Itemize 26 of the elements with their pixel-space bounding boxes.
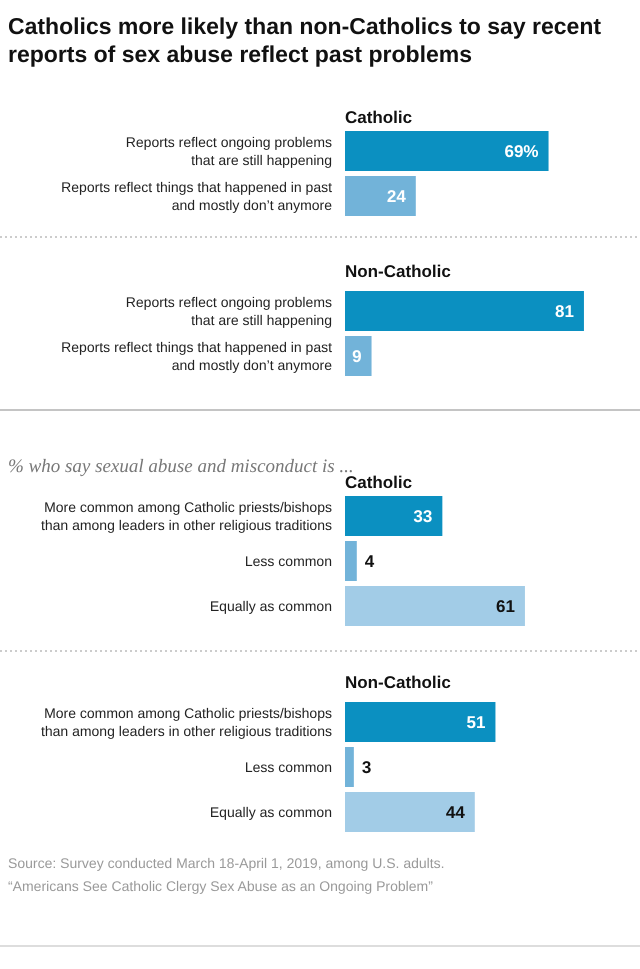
data-label: 33 bbox=[413, 507, 432, 526]
y-tick-label: Equally as common bbox=[210, 598, 332, 614]
data-label: 69% bbox=[504, 142, 539, 161]
data-label: 81 bbox=[555, 302, 574, 321]
source-note: Source: Survey conducted March 18-April 1, 2019, among U.S. adults. bbox=[8, 855, 445, 871]
y-tick-label: More common among Catholic priests/bishops than among leaders in other religious traditions bbox=[40, 705, 332, 739]
y-tick-label: Reports reflect ongoing problems that are still happening bbox=[126, 134, 332, 168]
chart-title: Non-Catholic bbox=[345, 673, 451, 692]
chart-title: Non-Catholic bbox=[345, 262, 451, 281]
y-tick-label: Equally as common bbox=[210, 804, 332, 820]
y-tick-label: Less common bbox=[244, 759, 332, 775]
data-label: 24 bbox=[386, 187, 406, 206]
chart-title: Catholics more likely than non-Catholics to say recent reports of sex abuse reflect past problems bbox=[8, 13, 602, 67]
data-label: 3 bbox=[362, 758, 372, 777]
y-tick-label: Less common bbox=[244, 553, 332, 569]
y-tick-label: Reports reflect things that happened in past and mostly don’t anymore bbox=[61, 339, 332, 373]
y-tick-label: Reports reflect things that happened in past and mostly don’t anymore bbox=[61, 179, 332, 213]
y-tick-label: More common among Catholic priests/bishops than among leaders in other religious traditions bbox=[40, 499, 332, 533]
y-tick-label: Reports reflect ongoing problems that are still happening bbox=[126, 294, 332, 328]
data-label: 4 bbox=[364, 552, 375, 571]
chart-subtitle: Catholic bbox=[345, 108, 412, 127]
data-label: 9 bbox=[352, 347, 362, 366]
data-label: 44 bbox=[446, 803, 466, 822]
data-label: 61 bbox=[496, 597, 515, 616]
data-label: 51 bbox=[466, 713, 486, 732]
text: “Americans See Catholic Clergy Sex Abuse as an Ongoing Problem” bbox=[8, 878, 434, 894]
